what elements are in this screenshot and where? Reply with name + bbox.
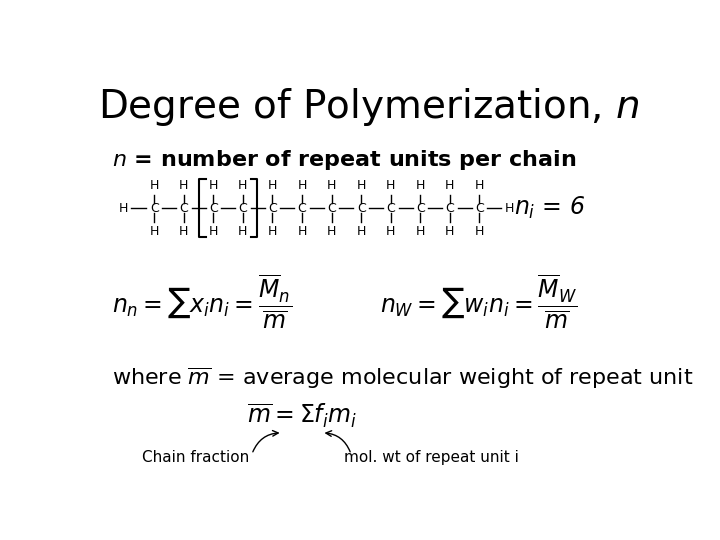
Text: $\overline{m} = \Sigma f_i m_i$: $\overline{m} = \Sigma f_i m_i$ — [247, 402, 357, 430]
Text: H: H — [150, 179, 159, 192]
Text: H: H — [179, 179, 189, 192]
Text: H: H — [179, 225, 189, 238]
Text: H: H — [268, 179, 277, 192]
Text: H: H — [238, 225, 248, 238]
Text: H: H — [415, 179, 425, 192]
Text: C: C — [179, 202, 188, 215]
Text: C: C — [327, 202, 336, 215]
Text: H: H — [445, 225, 454, 238]
Text: H: H — [327, 179, 336, 192]
Text: $n_i$ = 6: $n_i$ = 6 — [514, 195, 585, 221]
Text: H: H — [238, 179, 248, 192]
Text: Degree of Polymerization, $\mathit{n}$: Degree of Polymerization, $\mathit{n}$ — [98, 85, 640, 127]
Text: C: C — [238, 202, 247, 215]
Text: C: C — [357, 202, 366, 215]
Text: H: H — [297, 225, 307, 238]
Text: where $\overline{m}$ = average molecular weight of repeat unit: where $\overline{m}$ = average molecular… — [112, 366, 693, 391]
Text: H: H — [209, 225, 218, 238]
Text: C: C — [209, 202, 217, 215]
Text: C: C — [446, 202, 454, 215]
Text: H: H — [268, 225, 277, 238]
Text: H: H — [386, 225, 395, 238]
Text: H: H — [119, 202, 128, 215]
Text: H: H — [356, 225, 366, 238]
Text: H: H — [386, 179, 395, 192]
Text: C: C — [268, 202, 277, 215]
Text: H: H — [356, 179, 366, 192]
Text: $n_n = \sum x_i n_i = \dfrac{\overline{M}_n}{\overline{m}}$: $n_n = \sum x_i n_i = \dfrac{\overline{M… — [112, 273, 292, 331]
Text: C: C — [416, 202, 425, 215]
Text: H: H — [474, 225, 484, 238]
Text: C: C — [297, 202, 307, 215]
Text: H: H — [297, 179, 307, 192]
Text: C: C — [387, 202, 395, 215]
Text: H: H — [505, 202, 514, 215]
Text: H: H — [150, 225, 159, 238]
Text: C: C — [475, 202, 484, 215]
Text: H: H — [445, 179, 454, 192]
Text: mol. wt of repeat unit i: mol. wt of repeat unit i — [344, 450, 519, 465]
Text: H: H — [209, 179, 218, 192]
Text: $\mathit{n}$ = number of repeat units per chain: $\mathit{n}$ = number of repeat units pe… — [112, 148, 577, 172]
Text: $n_W = \sum w_i n_i = \dfrac{\overline{M}_W}{\overline{m}}$: $n_W = \sum w_i n_i = \dfrac{\overline{M… — [380, 273, 577, 331]
Text: H: H — [415, 225, 425, 238]
Text: Chain fraction: Chain fraction — [142, 450, 249, 465]
Text: H: H — [327, 225, 336, 238]
Text: H: H — [474, 179, 484, 192]
Text: C: C — [150, 202, 158, 215]
